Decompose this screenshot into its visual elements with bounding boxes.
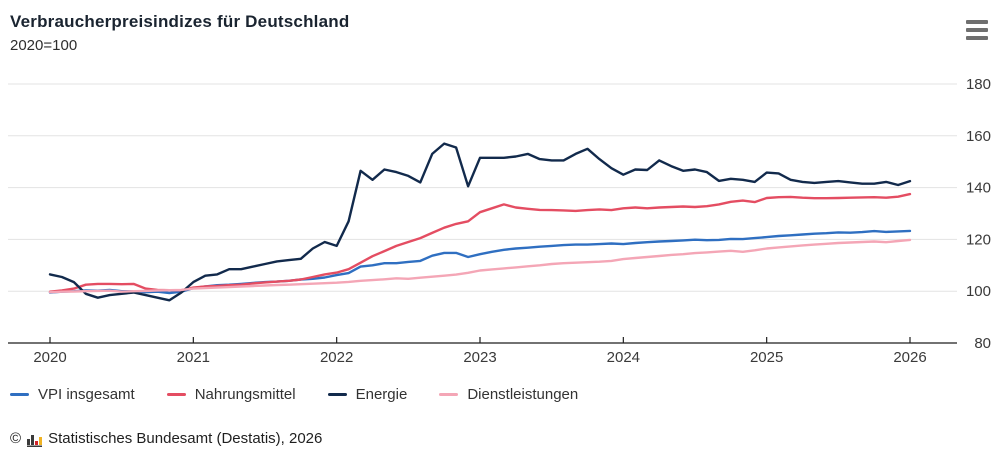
- y-axis-tick-label: 100: [966, 283, 991, 300]
- x-axis-tick-label: 2024: [607, 349, 640, 366]
- chart-legend: VPI insgesamt Nahrungsmittel Energie Dienst…: [10, 386, 578, 403]
- x-axis-tick-label: 2020: [33, 349, 66, 366]
- legend-item-vpi-insgesamt[interactable]: VPI insgesamt: [10, 386, 135, 403]
- copyright-symbol: ©: [10, 430, 22, 447]
- hamburger-menu-icon: [966, 20, 988, 24]
- y-axis-tick-label: 180: [966, 76, 991, 93]
- x-axis-tick-label: 2023: [463, 349, 496, 366]
- series-line-nahrungsmittel: [48, 192, 912, 293]
- y-axis-tick-label: 120: [966, 231, 991, 248]
- series-line-energie: [48, 142, 912, 302]
- legend-dash-icon: [439, 393, 459, 396]
- source-footer: © Statistisches Bundesamt (Destatis), 20…: [10, 430, 322, 447]
- legend-label: VPI insgesamt: [38, 386, 135, 403]
- page-title: Verbraucherpreisindizes für Deutschland: [10, 12, 350, 31]
- legend-dash-icon: [10, 393, 29, 396]
- legend-item-energie[interactable]: Energie: [327, 386, 408, 403]
- legend-label: Energie: [355, 386, 408, 403]
- x-axis-tick-label: 2026: [893, 349, 926, 366]
- legend-label: Dienstleistungen: [467, 386, 579, 403]
- source-text: Statistisches Bundesamt (Destatis), 2026: [48, 430, 323, 447]
- legend-dash-icon: [166, 393, 186, 396]
- hamburger-menu-icon: [966, 28, 988, 32]
- x-axis-tick-label: 2022: [320, 349, 353, 366]
- y-axis-tick-label: 80: [974, 335, 991, 352]
- legend-dash-icon: [327, 393, 347, 396]
- y-axis-tick-label: 140: [966, 180, 991, 197]
- x-axis-tick-label: 2021: [177, 349, 210, 366]
- destatis-bar-chart-icon: [27, 434, 43, 447]
- chart-menu-button[interactable]: [966, 20, 990, 40]
- chart-subtitle: 2020=100: [10, 37, 78, 54]
- legend-label: Nahrungsmittel: [194, 386, 296, 403]
- y-axis-tick-label: 160: [966, 128, 991, 145]
- series-line-vpi-insgesamt: [48, 229, 912, 295]
- hamburger-menu-icon: [966, 36, 988, 40]
- legend-item-nahrungsmittel[interactable]: Nahrungsmittel: [166, 386, 296, 403]
- legend-item-dienstleistungen[interactable]: Dienstleistungen: [439, 386, 578, 403]
- series-line-dienstleistungen: [48, 238, 912, 294]
- x-axis-tick-label: 2025: [750, 349, 783, 366]
